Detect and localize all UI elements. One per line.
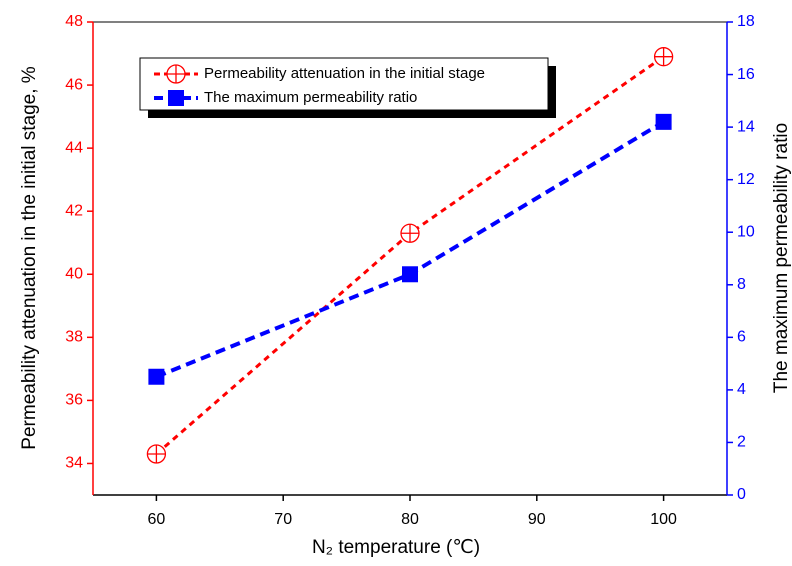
y2-tick-label: 14 (737, 118, 755, 135)
x-tick-label: 80 (401, 511, 419, 528)
series-line (155, 55, 665, 456)
x-tick-label: 90 (528, 511, 546, 528)
marker-cross (654, 47, 673, 66)
y2-tick-label: 8 (737, 276, 746, 293)
legend: Permeability attenuation in the initial … (139, 57, 556, 118)
y-tick-label: 42 (65, 202, 83, 219)
marker (402, 266, 418, 283)
y2-tick-label: 6 (737, 329, 746, 346)
marker (653, 47, 674, 67)
y-tick-label: 34 (65, 455, 83, 472)
x-tick-label: 70 (274, 511, 292, 528)
legend-label: Permeability attenuation in the initial … (204, 65, 485, 82)
legend-marker (168, 90, 184, 106)
y-tick-label: 36 (65, 392, 83, 409)
marker (400, 223, 420, 243)
legend-label: The maximum permeability ratio (204, 89, 417, 106)
y2-tick-label: 4 (737, 381, 746, 398)
y2-tick-label: 0 (737, 486, 746, 503)
y-tick-label: 40 (65, 265, 83, 282)
y2-tick-label: 2 (737, 434, 746, 451)
y-tick-label: 48 (65, 13, 83, 30)
y-tick-label: 44 (65, 139, 83, 156)
legend-box (139, 57, 549, 111)
legend-square (168, 90, 184, 106)
legend-marker (166, 64, 186, 84)
legend-cross (167, 65, 185, 83)
marker-cross (147, 445, 166, 464)
x-tick-label: 100 (650, 511, 677, 528)
y2-tick-label: 16 (737, 66, 755, 83)
marker-cross (401, 224, 419, 243)
y2-tick-label: 10 (737, 223, 755, 240)
x-axis-label: N₂ temperature (℃) (312, 537, 480, 558)
y-tick-label: 38 (65, 329, 83, 346)
y-axis-label: Permeability attenuation in the initial … (19, 66, 40, 449)
y-tick-label: 46 (65, 76, 83, 93)
marker (146, 444, 167, 464)
marker (655, 113, 672, 130)
y2-tick-label: 18 (737, 13, 755, 30)
y2-tick-label: 12 (737, 171, 755, 188)
marker (148, 368, 165, 385)
y2-axis-label: The maximum permeability ratio (771, 123, 792, 393)
x-tick-label: 60 (148, 511, 166, 528)
